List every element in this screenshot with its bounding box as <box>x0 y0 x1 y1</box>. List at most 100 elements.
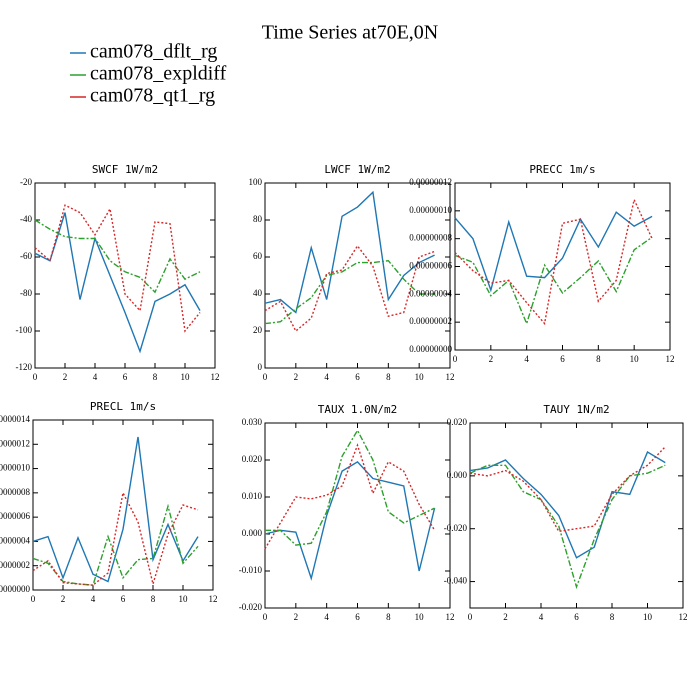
x-tick-label: 10 <box>181 372 191 382</box>
y-tick-label: -0.010 <box>239 565 263 575</box>
y-tick-label: 0.00000008 <box>409 233 452 243</box>
series-line <box>469 446 666 533</box>
x-tick-label: 10 <box>643 612 653 622</box>
y-tick-label: 0.00000002 <box>0 560 30 570</box>
y-tick-label: 0.00000012 <box>0 438 30 448</box>
y-tick-label: 0.00000002 <box>409 316 452 326</box>
x-tick-label: 12 <box>446 612 455 622</box>
legend-label: cam078_qt1_rg <box>90 85 215 107</box>
y-tick-label: -20 <box>20 177 32 187</box>
series-line <box>32 436 199 583</box>
y-tick-label: -0.040 <box>444 576 468 586</box>
x-tick-label: 4 <box>539 612 544 622</box>
plot-frame <box>34 182 216 369</box>
plot-frame <box>469 422 684 609</box>
x-tick-label: 12 <box>446 372 455 382</box>
y-tick-label: -100 <box>16 325 33 335</box>
plot-frame <box>32 419 214 591</box>
y-tick-label: 0.010 <box>242 491 263 501</box>
y-tick-label: 0.020 <box>242 454 263 464</box>
y-tick-label: -0.020 <box>444 523 468 533</box>
series-line <box>32 503 199 586</box>
y-tick-label: 60 <box>253 251 263 261</box>
series-line <box>34 204 201 333</box>
series-line <box>32 490 199 587</box>
x-tick-label: 8 <box>386 372 391 382</box>
x-tick-label: 10 <box>415 372 425 382</box>
figure-title: Time Series at70E,0N <box>262 22 438 44</box>
y-tick-label: 0.00000014 <box>0 414 31 424</box>
series-line <box>454 236 653 326</box>
series-line <box>264 443 436 550</box>
y-tick-label: -120 <box>16 362 33 372</box>
y-tick-label: -60 <box>20 251 32 261</box>
y-tick-label: 0.020 <box>447 417 468 427</box>
panel-title: LWCF 1W/m2 <box>324 163 390 176</box>
x-tick-label: 10 <box>179 594 189 604</box>
x-tick-label: 12 <box>211 372 220 382</box>
panel-title: PRECL 1m/s <box>90 400 156 413</box>
y-tick-label: 0.00000010 <box>409 205 452 215</box>
y-tick-label: 0.00000004 <box>409 288 452 298</box>
panel-title: TAUX 1.0N/m2 <box>318 403 397 416</box>
legend-label: cam078_dflt_rg <box>90 41 217 63</box>
series-line <box>34 219 201 294</box>
x-tick-label: 6 <box>355 372 360 382</box>
y-tick-label: 0.00000012 <box>409 177 452 187</box>
x-tick-label: 10 <box>415 612 425 622</box>
panel-title: TAUY 1N/m2 <box>543 403 609 416</box>
y-tick-label: 100 <box>249 177 263 187</box>
x-tick-label: 12 <box>666 354 675 364</box>
y-tick-label: 0.000 <box>447 470 468 480</box>
y-tick-label: -0.020 <box>239 602 263 612</box>
x-tick-label: 8 <box>386 612 391 622</box>
x-tick-label: 6 <box>123 372 128 382</box>
x-tick-label: 2 <box>294 372 299 382</box>
x-tick-label: 4 <box>324 372 329 382</box>
y-tick-label: -40 <box>20 214 32 224</box>
y-tick-label: 0.00000004 <box>0 535 31 545</box>
series-line <box>454 211 653 293</box>
series-line <box>264 244 435 333</box>
x-tick-label: 2 <box>61 594 66 604</box>
x-tick-label: 8 <box>596 354 601 364</box>
x-tick-label: 6 <box>574 612 579 622</box>
legend-label: cam078_expldiff <box>90 63 227 85</box>
y-tick-label: 0.000 <box>242 528 263 538</box>
x-tick-label: 8 <box>153 372 158 382</box>
x-tick-label: 8 <box>610 612 615 622</box>
x-tick-label: 2 <box>294 612 299 622</box>
y-tick-label: 0.00000000 <box>0 584 31 594</box>
series-line <box>265 428 435 546</box>
x-tick-label: 6 <box>560 354 565 364</box>
x-tick-label: 2 <box>489 354 494 364</box>
panel-title: PRECC 1m/s <box>529 163 595 176</box>
x-tick-label: 6 <box>355 612 360 622</box>
x-tick-label: 6 <box>121 594 126 604</box>
x-tick-label: 8 <box>151 594 156 604</box>
x-tick-label: 4 <box>91 594 96 604</box>
x-tick-label: 10 <box>630 354 640 364</box>
y-tick-label: 80 <box>253 214 263 224</box>
y-tick-label: 0.00000006 <box>0 511 31 521</box>
x-tick-label: 0 <box>468 612 473 622</box>
y-tick-label: 40 <box>253 288 263 298</box>
x-tick-label: 12 <box>679 612 688 622</box>
x-tick-label: 0 <box>453 354 458 364</box>
series-line <box>264 460 436 581</box>
y-tick-label: 0.00000010 <box>0 463 31 473</box>
y-tick-label: 0.00000006 <box>409 261 452 271</box>
x-tick-label: 2 <box>63 372 68 382</box>
x-tick-label: 0 <box>263 612 268 622</box>
y-tick-label: 0 <box>258 362 263 372</box>
series-line <box>469 464 666 590</box>
y-tick-label: 20 <box>253 325 263 335</box>
y-tick-label: 0.00000000 <box>409 344 452 354</box>
panel-title: SWCF 1W/m2 <box>92 163 158 176</box>
x-tick-label: 12 <box>209 594 218 604</box>
x-tick-label: 2 <box>503 612 508 622</box>
x-tick-label: 4 <box>524 354 529 364</box>
y-tick-label: -80 <box>20 288 32 298</box>
x-tick-label: 0 <box>31 594 36 604</box>
